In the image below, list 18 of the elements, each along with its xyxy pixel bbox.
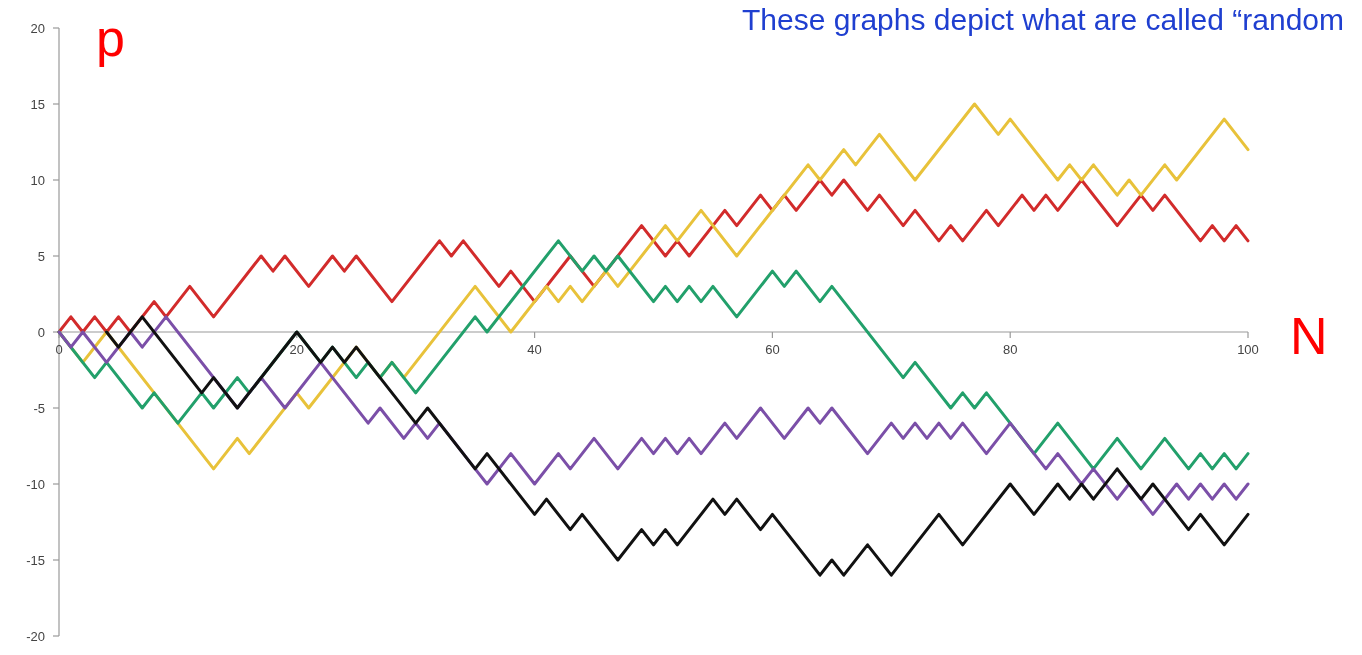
chart-title: These graphs depict what are called “random: [742, 3, 1344, 36]
y-tick-label: 20: [30, 20, 45, 36]
y-tick-label: -15: [26, 552, 45, 568]
y-tick-label: -20: [26, 628, 45, 644]
x-tick-label: 60: [765, 342, 780, 357]
y-tick-label: 10: [30, 172, 45, 188]
y-axis-title: p: [96, 9, 125, 67]
x-tick-label: 100: [1237, 342, 1259, 357]
x-tick-label: 0: [55, 342, 63, 357]
x-tick-label: 40: [527, 342, 542, 357]
y-tick-label: 5: [37, 248, 45, 264]
y-tick-label: -5: [33, 400, 45, 416]
y-tick-label: 0: [37, 324, 45, 340]
y-tick-label: 15: [30, 96, 45, 112]
y-tick-label: -10: [26, 476, 45, 492]
x-tick-label: 80: [1002, 342, 1018, 357]
x-axis-title: N: [1290, 307, 1328, 365]
x-tick-label: 20: [289, 342, 305, 357]
